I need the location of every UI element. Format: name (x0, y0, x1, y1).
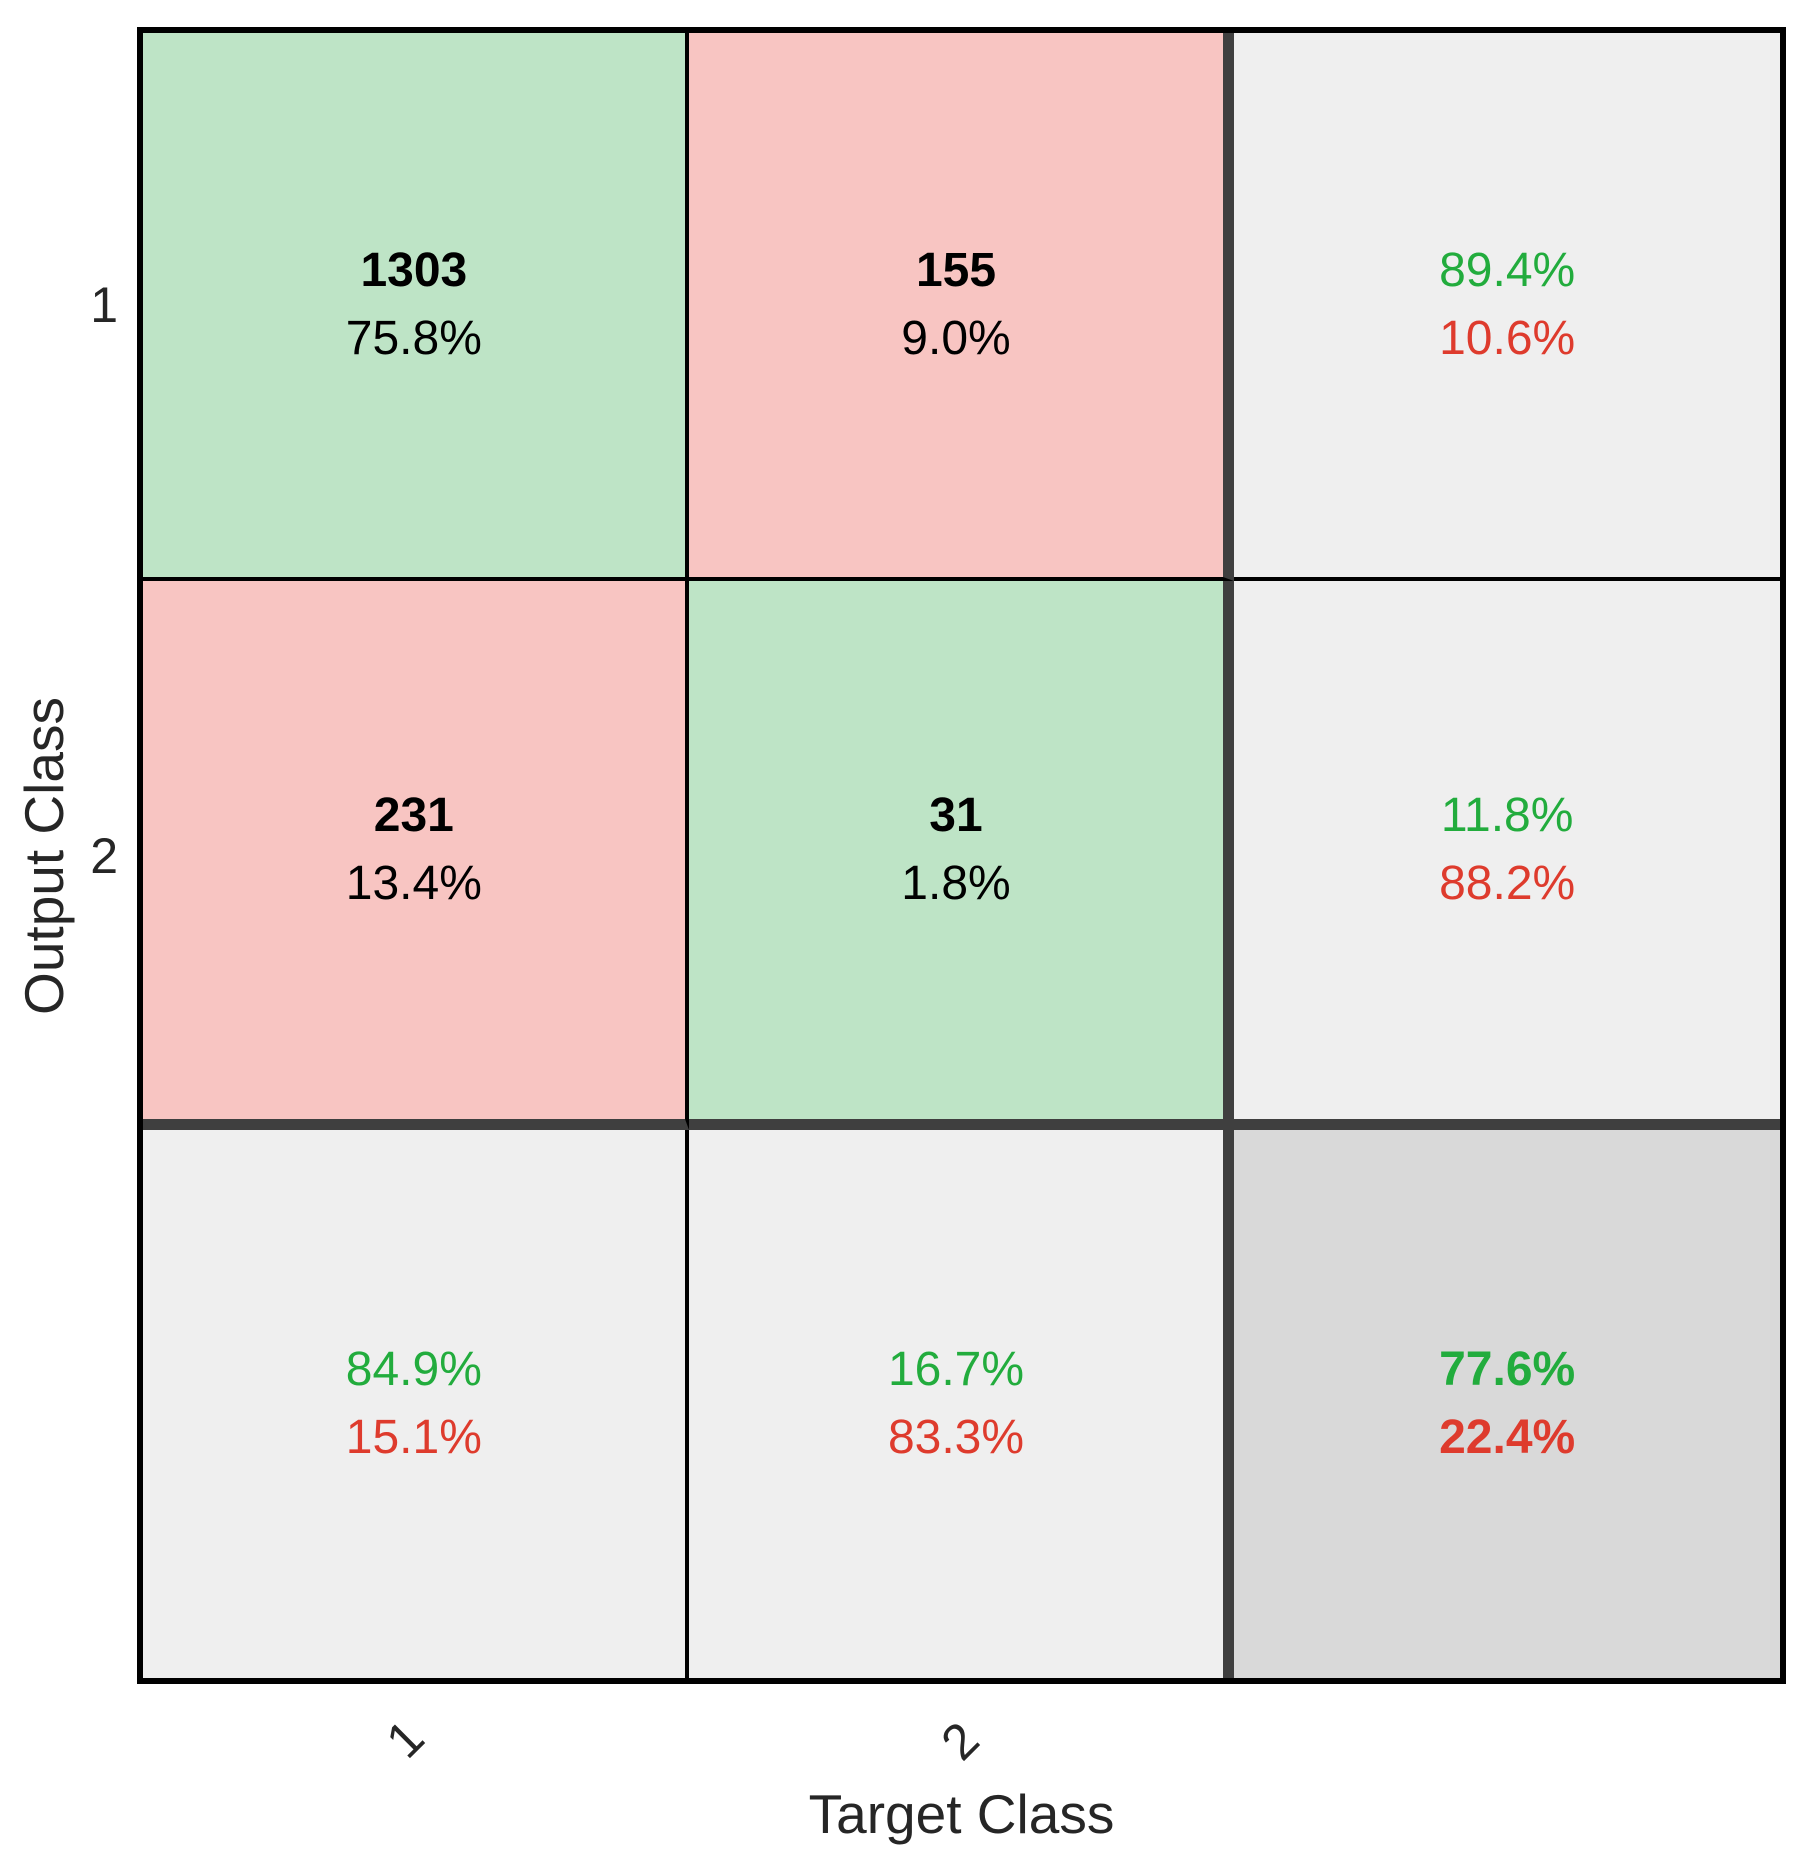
cell-count: 1303 (360, 244, 468, 298)
overall-accuracy-cell: 77.6% 22.4% (1234, 1129, 1780, 1678)
col-summary-target1: 84.9% 15.1% (143, 1129, 689, 1678)
y-tick-output-2: 2 (90, 828, 118, 884)
row-summary-output2: 11.8% 88.2% (1234, 581, 1780, 1130)
row-summary-red-percent: 10.6% (1439, 312, 1576, 366)
x-tick-target-2: 2 (930, 1711, 990, 1771)
row-summary-output1: 89.4% 10.6% (1234, 33, 1780, 582)
row-summary-green-percent: 11.8% (1440, 788, 1574, 842)
x-axis-label: Target Class (808, 1783, 1115, 1845)
row-summary-green-percent: 89.4% (1439, 244, 1576, 298)
col-summary-red-percent: 15.1% (345, 1410, 482, 1464)
col-summary-green-percent: 16.7% (887, 1342, 1025, 1396)
overall-error-percent: 22.4% (1439, 1410, 1576, 1464)
col-summary-red-percent: 83.3% (887, 1410, 1025, 1464)
cell-output2-target2: 31 1.8% (688, 581, 1235, 1130)
cell-output1-target2: 155 9.0% (688, 33, 1235, 582)
y-tick-output-1: 1 (90, 277, 118, 333)
cell-percent: 9.0% (901, 312, 1011, 366)
cell-percent: 75.8% (345, 312, 482, 366)
cell-count: 31 (929, 788, 983, 842)
col-summary-target2: 16.7% 83.3% (688, 1129, 1235, 1678)
col-summary-green-percent: 84.9% (345, 1342, 482, 1396)
cell-count: 231 (373, 788, 454, 842)
x-tick-target-1: 1 (375, 1709, 435, 1769)
cell-percent: 1.8% (901, 856, 1011, 910)
row-summary-red-percent: 88.2% (1439, 856, 1576, 910)
overall-accuracy-percent: 77.6% (1439, 1342, 1576, 1396)
cell-output2-target1: 231 13.4% (143, 581, 689, 1130)
cell-percent: 13.4% (345, 856, 482, 910)
cell-output1-target1: 1303 75.8% (143, 33, 689, 582)
confusion-matrix-grid: 1303 75.8% 155 9.0% 89.4% 10.6% 231 13.4… (137, 27, 1786, 1684)
cell-count: 155 (915, 244, 997, 298)
